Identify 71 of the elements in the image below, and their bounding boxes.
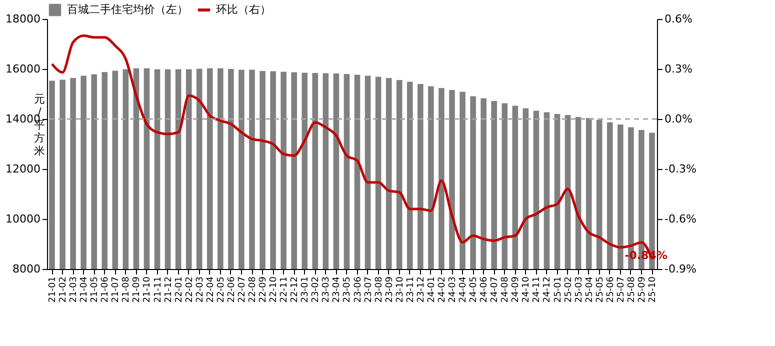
x-tick-label: 25-10	[648, 276, 658, 303]
y-tick-label: 8000	[12, 262, 40, 276]
x-tick-label: 24-02	[437, 276, 448, 303]
x-tick-label: 25-02	[564, 276, 574, 303]
x-tick-label: 24-01	[426, 276, 437, 303]
x-tick-label: 21-08	[122, 276, 132, 303]
y2-tick-label: -0.9%	[664, 262, 696, 276]
x-tick-label: 21-01	[48, 276, 58, 303]
x-tick-label: 25-08	[626, 276, 637, 303]
x-tick-label: 22-03	[195, 276, 206, 303]
x-tick-label: 21-05	[90, 276, 100, 303]
x-tick-label: 22-11	[280, 276, 290, 303]
x-tick-label: 25-07	[616, 276, 626, 303]
y2-tick-label: -0.6%	[664, 212, 696, 226]
x-tick-label: 24-04	[458, 276, 469, 303]
x-tick-label: 21-02	[58, 276, 69, 303]
y-tick-label: 10000	[6, 212, 40, 226]
x-tick-label: 24-07	[490, 276, 500, 303]
x-tick-label: 25-04	[584, 276, 595, 303]
y2-tick-label: 0.0%	[664, 112, 692, 126]
x-tick-label: 24-09	[511, 276, 522, 303]
x-tick-label: 21-12	[164, 276, 174, 303]
x-tick-label: 23-09	[384, 276, 395, 303]
x-tick-label: 22-08	[248, 276, 258, 303]
x-tick-label: 21-03	[69, 276, 80, 303]
x-tick-label: 21-04	[80, 276, 90, 303]
x-tick-label: 24-08	[500, 276, 511, 303]
x-tick-label: 24-05	[469, 276, 480, 303]
x-tick-label: 22-10	[269, 276, 280, 303]
x-tick-label: 24-11	[532, 276, 542, 303]
x-tick-label: 24-12	[542, 276, 553, 303]
x-tick-label: 23-02	[311, 276, 322, 303]
x-tick-label: 24-03	[448, 276, 458, 303]
x-tick-label: 23-08	[374, 276, 384, 303]
legend-label: 百城二手住宅均价（左）	[67, 3, 188, 16]
x-tick-label: 23-10	[395, 276, 406, 303]
x-tick-label: 21-09	[132, 276, 142, 303]
x-tick-label: 23-07	[364, 276, 374, 303]
x-tick-label: 22-02	[184, 276, 195, 303]
x-tick-label: 23-04	[332, 276, 342, 303]
x-tick-label: 21-10	[142, 276, 153, 303]
x-tick-label: 22-06	[226, 276, 237, 303]
x-tick-label: 21-11	[153, 276, 164, 303]
y2-tick-label: 0.3%	[664, 62, 692, 76]
x-tick-label: 22-09	[258, 276, 269, 303]
y2-tick-label: 0.6%	[664, 12, 692, 26]
y2-tick-label: -0.3%	[664, 162, 696, 176]
y-tick-label: 16000	[6, 62, 40, 76]
x-tick-label: 23-11	[406, 276, 416, 303]
x-tick-label: 22-01	[174, 276, 184, 303]
x-tick-label: 25-03	[574, 276, 584, 303]
x-tick-label: 22-05	[216, 276, 226, 303]
x-tick-label: 24-06	[480, 276, 490, 303]
x-tick-label: 25-06	[606, 276, 616, 303]
x-tick-label: 23-01	[300, 276, 311, 303]
y-tick-label: 12000	[6, 162, 40, 176]
legend-label: 环比（右）	[216, 3, 271, 16]
x-tick-label: 22-04	[206, 276, 216, 303]
x-tick-label: 21-06	[100, 276, 111, 303]
x-tick-label: 25-05	[595, 276, 606, 303]
x-tick-label: 25-09	[637, 276, 648, 303]
x-tick-label: 23-03	[322, 276, 332, 303]
x-tick-label: 24-10	[522, 276, 532, 303]
x-tick-label: 23-05	[342, 276, 353, 303]
x-tick-label: 21-07	[111, 276, 122, 303]
x-tick-label: 22-07	[237, 276, 248, 303]
x-tick-label: 23-06	[353, 276, 364, 303]
y-tick-label: 18000	[6, 12, 40, 26]
x-tick-label: 22-12	[290, 276, 300, 303]
x-tick-label: 23-12	[416, 276, 426, 303]
x-tick-label: 25-01	[553, 276, 564, 303]
